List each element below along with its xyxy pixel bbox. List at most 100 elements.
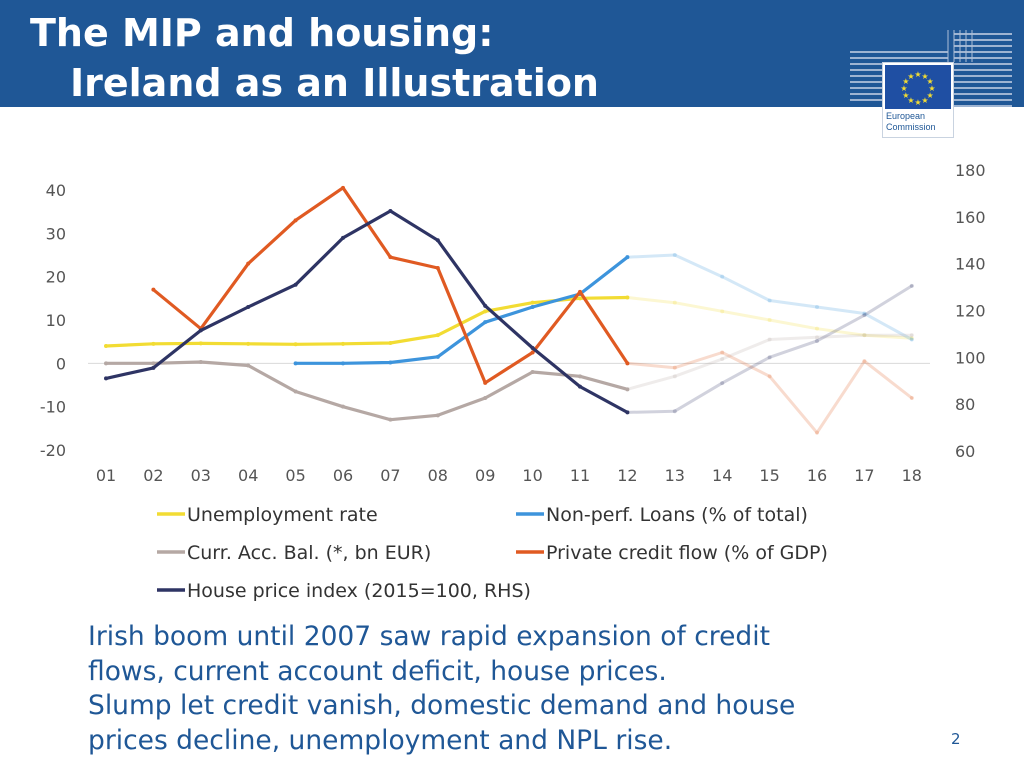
- data-point-house_price: [293, 282, 298, 287]
- data-point-npl: [815, 305, 819, 309]
- eu-star-icon: ★: [914, 70, 921, 79]
- commission-logo-box: ★ ★ ★ ★ ★ ★ ★ ★ ★ ★ ★ ★ European Commission: [882, 62, 954, 138]
- x-tick-label: 05: [285, 466, 305, 485]
- data-point-house_price: [767, 355, 772, 360]
- y-right-tick-label: 140: [955, 255, 986, 274]
- data-point-npl: [435, 354, 440, 359]
- data-point-credit_flow: [767, 374, 772, 379]
- data-point-npl: [862, 311, 867, 316]
- x-tick-label: 16: [807, 466, 827, 485]
- data-point-credit_flow: [388, 255, 393, 260]
- data-point-unemployment: [815, 326, 819, 331]
- series-line-npl-forecast: [625, 253, 914, 341]
- eu-star-icon: ★: [927, 77, 934, 86]
- x-tick-label: 02: [143, 466, 163, 485]
- eu-star-icon: ★: [907, 72, 914, 81]
- data-point-current_account: [104, 361, 108, 366]
- data-point-credit_flow: [815, 430, 819, 435]
- title-line-2: Ireland as an Illustration: [70, 61, 599, 105]
- data-point-credit_flow: [151, 287, 156, 292]
- eu-stars-icon: ★ ★★★★★★★★★★★: [900, 70, 935, 107]
- data-point-house_price: [909, 283, 914, 288]
- data-point-house_price: [151, 365, 156, 370]
- y-left-tick-label: 0: [56, 354, 66, 373]
- y-left-tick-label: -10: [40, 398, 66, 417]
- data-point-npl: [293, 361, 298, 366]
- data-point-house_price: [530, 345, 535, 350]
- eu-star-icon: ★: [902, 91, 909, 100]
- data-point-npl: [388, 360, 393, 365]
- commission-building-icon: [850, 30, 1012, 107]
- x-tick-label: 13: [665, 466, 685, 485]
- y-left-tick-label: 10: [46, 311, 66, 330]
- data-point-unemployment: [246, 341, 251, 346]
- series-line-current_account-forecast: [625, 333, 914, 391]
- data-point-house_price: [104, 376, 108, 381]
- data-point-credit_flow: [483, 380, 488, 385]
- series-line-current_account: [104, 360, 630, 422]
- legend-label-unemployment: Unemployment rate: [187, 504, 378, 526]
- data-point-unemployment: [530, 300, 535, 305]
- page-number: 2: [951, 730, 961, 748]
- x-tick-label: 15: [759, 466, 779, 485]
- eu-star-icon: ★: [907, 96, 914, 105]
- data-point-unemployment: [435, 333, 440, 338]
- logo-text: European Commission: [886, 111, 936, 133]
- data-point-credit_flow: [530, 350, 535, 355]
- data-point-credit_flow: [862, 359, 867, 364]
- data-point-unemployment: [293, 342, 298, 347]
- data-point-current_account: [293, 389, 298, 394]
- eu-star-icon: ★: [927, 91, 934, 100]
- data-point-current_account: [483, 396, 488, 400]
- data-point-current_account: [767, 337, 772, 342]
- data-point-house_price: [815, 338, 819, 343]
- data-point-unemployment: [104, 344, 108, 348]
- data-point-current_account: [246, 363, 251, 368]
- data-point-house_price: [720, 381, 725, 386]
- data-point-npl: [530, 305, 535, 309]
- x-tick-label: 06: [333, 466, 353, 485]
- data-point-current_account: [909, 333, 914, 338]
- x-tick-label: 01: [96, 466, 116, 485]
- data-point-house_price: [246, 304, 251, 309]
- y-right-tick-label: 160: [955, 208, 986, 227]
- series-line-credit_flow: [151, 186, 630, 385]
- data-point-npl: [672, 253, 677, 257]
- series-line-house_price: [104, 209, 630, 414]
- data-point-unemployment: [483, 309, 488, 314]
- series-line-credit_flow-forecast: [625, 351, 914, 435]
- legend-label-current_account: Curr. Acc. Bal. (*, bn EUR): [187, 542, 431, 564]
- data-point-unemployment: [151, 341, 156, 346]
- data-point-credit_flow: [909, 396, 914, 400]
- x-tick-label: 07: [380, 466, 400, 485]
- data-point-npl: [341, 361, 345, 366]
- x-tick-label: 14: [712, 466, 732, 485]
- data-point-current_account: [530, 370, 535, 374]
- y-left-tick-label: 40: [46, 181, 66, 200]
- body-line-4: prices decline, unemployment and NPL ris…: [88, 724, 673, 756]
- y-right-tick-label: 80: [955, 395, 975, 414]
- y-right-tick-label: 120: [955, 302, 986, 321]
- data-point-current_account: [435, 413, 440, 418]
- logo-line-1: European: [886, 111, 926, 121]
- y-left-tick-label: 30: [46, 224, 66, 243]
- data-point-npl: [720, 274, 725, 279]
- slide-title: The MIP and housing: Ireland as an Illus…: [30, 8, 599, 108]
- data-point-npl: [909, 337, 914, 342]
- data-point-credit_flow: [341, 185, 345, 190]
- body-text: Irish boom until 2007 saw rapid expansio…: [88, 620, 888, 758]
- x-tick-label: 11: [570, 466, 590, 485]
- x-tick-label: 03: [191, 466, 211, 485]
- eu-star-icon: ★: [902, 77, 909, 86]
- data-point-current_account: [388, 417, 393, 422]
- series-line-unemployment: [104, 295, 630, 348]
- data-point-current_account: [672, 374, 677, 379]
- series-line-unemployment-forecast: [625, 296, 914, 340]
- data-point-npl: [625, 255, 630, 260]
- data-point-credit_flow: [625, 361, 630, 366]
- x-tick-label: 09: [475, 466, 495, 485]
- data-point-unemployment: [767, 318, 772, 322]
- data-point-current_account: [720, 357, 725, 361]
- data-point-current_account: [198, 360, 203, 365]
